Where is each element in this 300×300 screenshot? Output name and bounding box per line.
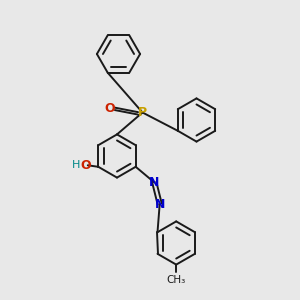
Text: N: N	[149, 176, 160, 189]
Text: O: O	[80, 159, 91, 172]
Text: P: P	[138, 106, 147, 119]
Text: O: O	[104, 101, 115, 115]
Text: CH₃: CH₃	[167, 275, 186, 285]
Text: H: H	[72, 160, 80, 170]
Text: N: N	[154, 197, 165, 211]
